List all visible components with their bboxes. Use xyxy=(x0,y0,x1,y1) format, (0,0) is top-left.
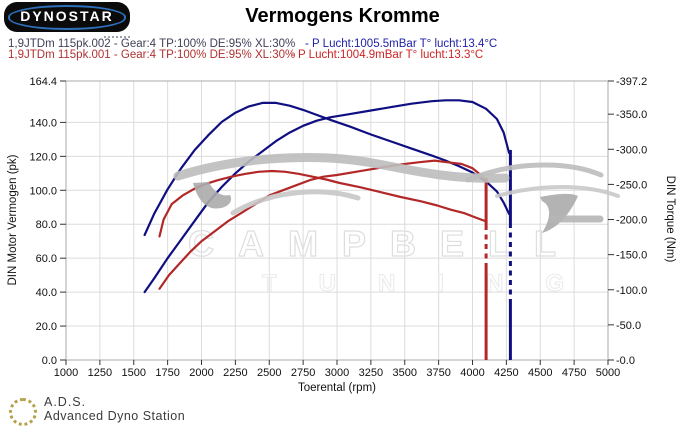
y-left-tick-label: 60.0 xyxy=(36,253,57,265)
x-tick-label: 4250 xyxy=(494,367,518,379)
dynostar-logo: DYNOSTAR xyxy=(4,2,130,32)
x-tick-label: 5000 xyxy=(596,367,620,379)
run-1-label: 1,9JTDm 115pk.002 - Gear:4 TP:100% DE:95… xyxy=(8,38,296,50)
y-left-tick-label: 120.0 xyxy=(29,151,57,163)
x-tick-label: 2500 xyxy=(257,367,281,379)
x-tick-label: 1500 xyxy=(122,367,146,379)
curve-run-002-vermogen-pk- xyxy=(143,99,511,294)
x-tick-label: 1250 xyxy=(88,367,112,379)
run-info-line-2: 1,9JTDm 115pk.001 - Gear:4 TP:100% DE:95… xyxy=(0,49,685,61)
curve-run-002-koppel-nm- xyxy=(143,101,511,237)
watermark-text-line1: CAMPBELL xyxy=(188,223,580,264)
curve-run-001-koppel-nm- xyxy=(158,169,486,238)
y-left-tick-label: 164.4 xyxy=(29,76,57,88)
ads-full-name: Advanced Dyno Station xyxy=(44,409,186,423)
watermark-car-icon xyxy=(230,189,361,216)
ads-logo-icon xyxy=(9,398,37,426)
watermark-text-line2: TUNING xyxy=(262,270,606,297)
watermark-car-icon xyxy=(173,153,510,183)
dynostar-logo-ring: DYNOSTAR xyxy=(8,4,126,30)
watermark-car-icon xyxy=(495,185,620,198)
x-tick-label: 3500 xyxy=(393,367,417,379)
y-axis-left-title: DIN Motor Vermogen (pk) xyxy=(7,154,19,285)
ads-abbreviation: A.D.S. xyxy=(44,395,87,409)
y-left-tick-label: 80.0 xyxy=(36,219,57,231)
y-axis-right-title: DIN Torque (Nm) xyxy=(664,176,676,263)
run-2-label: 1,9JTDm 115pk.001 - Gear:4 TP:100% DE:95… xyxy=(8,49,296,61)
y-right-tick-label: -200.0 xyxy=(616,215,647,227)
y-right-tick-label: -100.0 xyxy=(616,285,647,297)
logo-subtext-mark xyxy=(104,33,130,38)
y-left-tick-label: 20.0 xyxy=(36,321,57,333)
run-info-line-1: 1,9JTDm 115pk.002 - Gear:4 TP:100% DE:95… xyxy=(0,38,685,50)
x-tick-label: 2000 xyxy=(189,367,213,379)
y-right-tick-label: -397.2 xyxy=(616,76,647,88)
x-tick-label: 1750 xyxy=(155,367,179,379)
y-left-tick-label: 40.0 xyxy=(36,287,57,299)
y-right-tick-label: -150.0 xyxy=(616,250,647,262)
watermark-car-icon xyxy=(193,182,232,209)
y-right-tick-label: -300.0 xyxy=(616,144,647,156)
x-tick-label: 2250 xyxy=(223,367,247,379)
run-2-environment: - P Lucht:1004.9mBar T° lucht:13.3°C xyxy=(291,49,484,61)
watermark-car-icon xyxy=(540,193,578,233)
x-axis-title: Toerental (rpm) xyxy=(298,382,376,394)
y-left-tick-label: 140.0 xyxy=(29,117,57,129)
page-title: Vermogens Kromme xyxy=(245,5,440,27)
y-left-tick-label: 100.0 xyxy=(29,185,57,197)
x-tick-label: 2750 xyxy=(291,367,315,379)
x-tick-label: 4000 xyxy=(460,367,484,379)
x-tick-label: 3000 xyxy=(325,367,349,379)
x-tick-label: 4750 xyxy=(562,367,586,379)
y-right-tick-label: -0.0 xyxy=(616,355,635,367)
x-tick-label: 3750 xyxy=(426,367,450,379)
y-right-tick-label: -250.0 xyxy=(616,179,647,191)
curve-run-001-vermogen-pk- xyxy=(158,159,486,290)
y-right-tick-label: -50.0 xyxy=(616,320,641,332)
watermark-car-icon xyxy=(465,162,604,183)
y-right-tick-label: -350.0 xyxy=(616,109,647,121)
dynostar-logo-text: DYNOSTAR xyxy=(20,7,114,24)
x-tick-label: 3250 xyxy=(359,367,383,379)
run-1-environment: - P Lucht:1005.5mBar T° lucht:13.4°C xyxy=(305,38,498,50)
x-tick-label: 4500 xyxy=(528,367,552,379)
y-left-tick-label: 0.0 xyxy=(42,355,57,367)
x-tick-label: 1000 xyxy=(54,367,78,379)
